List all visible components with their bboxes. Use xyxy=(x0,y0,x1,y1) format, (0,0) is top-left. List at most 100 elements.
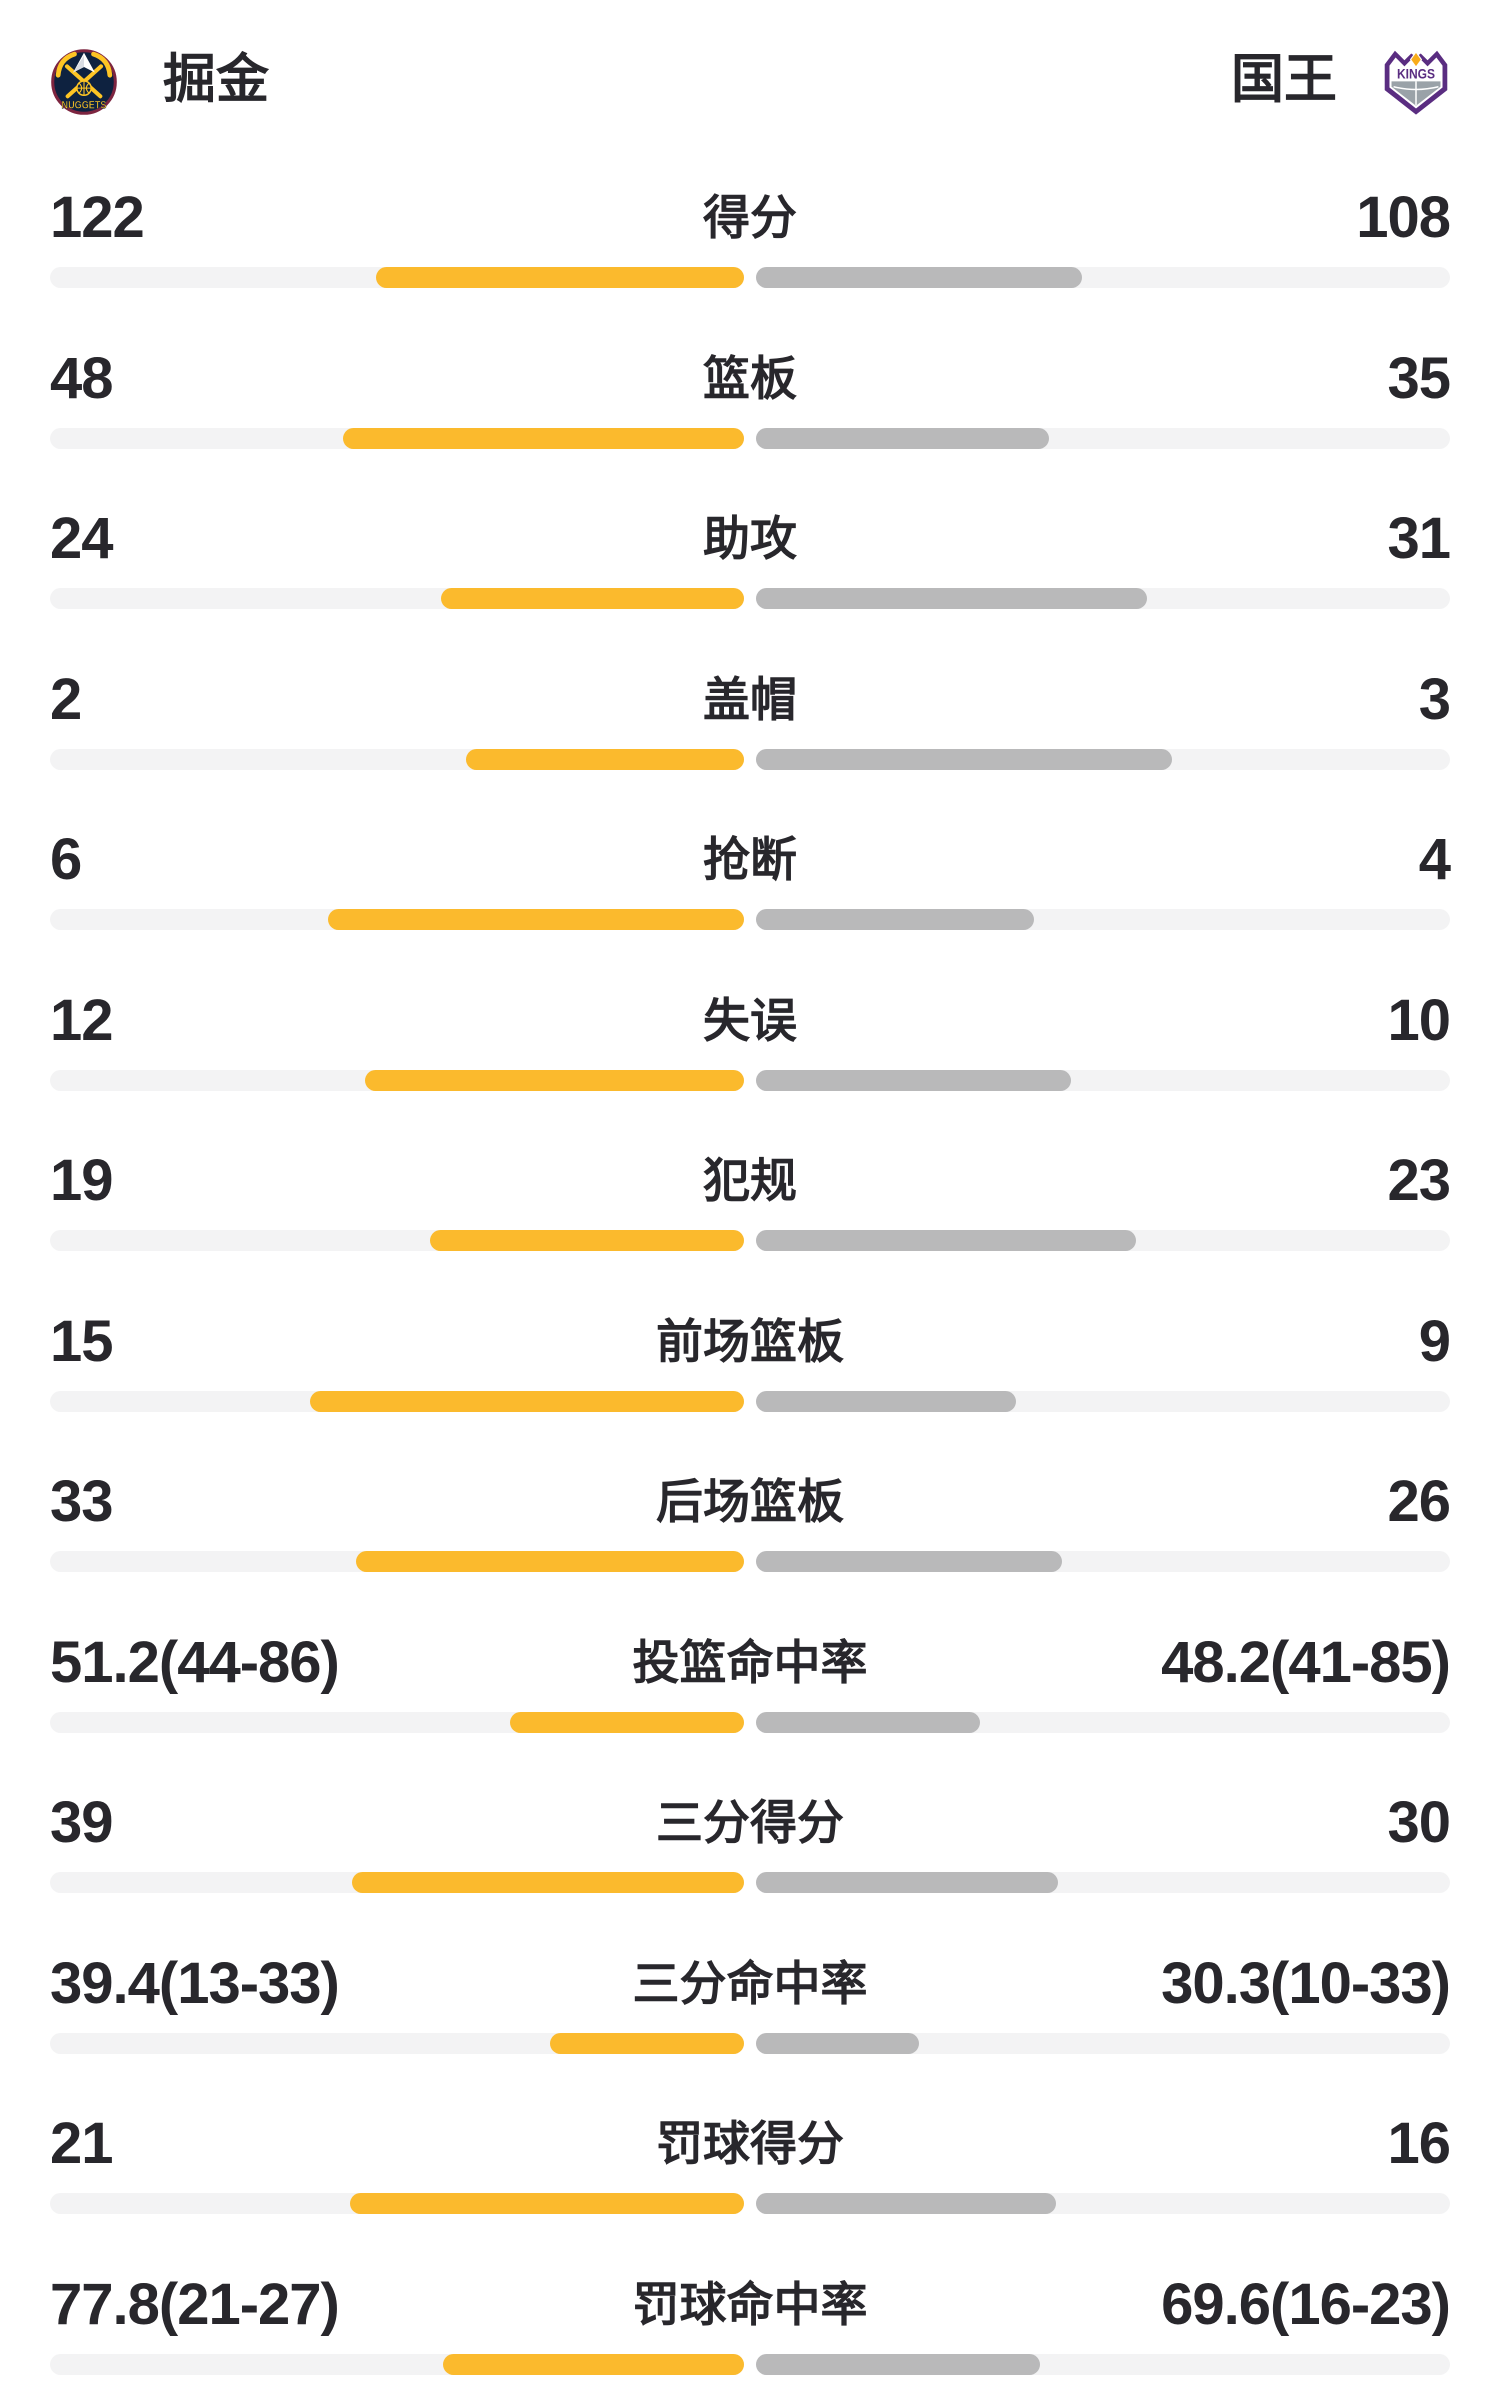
stat-bar xyxy=(50,1069,1450,1091)
stat-bar xyxy=(50,748,1450,770)
home-stat-value: 48 xyxy=(50,345,114,411)
away-stat-value: 31 xyxy=(1387,506,1451,571)
home-stat-value: 51.2(44-86) xyxy=(50,1629,340,1695)
away-bar-fill xyxy=(756,1551,1062,1572)
stat-bar xyxy=(50,2353,1450,2375)
home-bar-fill xyxy=(466,748,744,770)
away-bar-fill xyxy=(756,2353,1040,2375)
home-bar-fill xyxy=(510,1711,744,1733)
away-stat-value: 3 xyxy=(1418,666,1451,732)
home-bar-fill xyxy=(441,588,744,609)
away-bar-fill xyxy=(756,909,1034,930)
away-team-name: 国王 xyxy=(1231,50,1337,109)
home-stat-value: 122 xyxy=(50,185,145,250)
scoreboard-header: NUGGETS 掘金 国王 KINGS xyxy=(0,0,1500,120)
away-bar-fill xyxy=(756,267,1082,288)
home-stat-value: 39 xyxy=(50,1790,114,1855)
away-bar-fill xyxy=(756,427,1049,449)
home-bar-fill xyxy=(550,2032,744,2054)
away-bar-fill xyxy=(756,1711,980,1733)
away-team: 国王 KINGS xyxy=(1231,44,1450,120)
svg-text:NUGGETS: NUGGETS xyxy=(62,100,107,112)
away-stat-value: 4 xyxy=(1418,827,1451,892)
stat-label: 投篮命中率 xyxy=(632,1635,868,1689)
away-bar-fill xyxy=(756,1230,1136,1251)
away-bar-fill xyxy=(756,1872,1058,1893)
stat-row: 122 得分 108 xyxy=(50,185,1451,351)
home-bar-fill xyxy=(376,267,744,288)
stat-bar xyxy=(50,2193,1450,2214)
stat-row: 2 盖帽 3 xyxy=(50,667,1451,833)
stat-row: 24 助攻 31 xyxy=(50,506,1451,672)
stat-row: 48 篮板 35 xyxy=(50,346,1451,512)
stat-row: 51.2(44-86) 投篮命中率 48.2(41-85) xyxy=(50,1630,1451,1796)
away-bar-fill xyxy=(756,2032,919,2054)
home-team-name: 掘金 xyxy=(163,50,269,109)
stat-label: 罚球命中率 xyxy=(632,2277,868,2331)
stat-label: 盖帽 xyxy=(703,672,797,726)
stat-row: 15 前场篮板 9 xyxy=(50,1309,1451,1475)
stat-label: 失误 xyxy=(703,993,797,1047)
away-stat-value: 35 xyxy=(1387,345,1451,411)
away-bar-track xyxy=(756,2032,1450,2054)
home-stat-value: 2 xyxy=(50,666,82,732)
home-stat-value: 39.4(13-33) xyxy=(50,1950,340,2016)
home-bar-fill xyxy=(356,1551,744,1572)
stat-label: 后场篮板 xyxy=(656,1475,844,1528)
home-stat-value: 6 xyxy=(50,827,82,892)
stat-bar xyxy=(50,2032,1450,2054)
stat-bar xyxy=(50,427,1450,449)
svg-text:KINGS: KINGS xyxy=(1397,67,1435,82)
home-stat-value: 24 xyxy=(50,506,114,571)
stat-row: 77.8(21-27) 罚球命中率 69.6(16-23) xyxy=(50,2272,1451,2400)
stat-label: 前场篮板 xyxy=(656,1314,844,1368)
stat-label: 抢断 xyxy=(703,833,797,886)
home-stat-value: 19 xyxy=(50,1148,114,1213)
home-bar-fill xyxy=(343,427,744,449)
stat-bar xyxy=(50,1230,1450,1251)
home-stat-value: 33 xyxy=(50,1469,114,1534)
home-bar-fill xyxy=(430,1230,744,1251)
away-bar-fill xyxy=(756,748,1172,770)
home-bar-fill xyxy=(443,2353,744,2375)
stat-label: 三分命中率 xyxy=(632,1956,868,2010)
home-stat-value: 77.8(21-27) xyxy=(50,2271,340,2337)
away-stat-value: 48.2(41-85) xyxy=(1161,1629,1451,1695)
stat-row: 39 三分得分 30 xyxy=(50,1790,1451,1956)
home-bar-fill xyxy=(365,1069,744,1091)
stat-bar xyxy=(50,1390,1450,1412)
away-stat-value: 10 xyxy=(1387,987,1451,1053)
stat-row: 12 失误 10 xyxy=(50,988,1451,1154)
stat-label: 罚球得分 xyxy=(656,2117,844,2170)
stat-row: 21 罚球得分 16 xyxy=(50,2111,1451,2277)
away-stat-value: 30.3(10-33) xyxy=(1161,1950,1451,2016)
stat-bar xyxy=(50,1711,1450,1733)
stat-row: 39.4(13-33) 三分命中率 30.3(10-33) xyxy=(50,1951,1451,2117)
home-stat-value: 21 xyxy=(50,2111,114,2176)
home-stat-value: 15 xyxy=(50,1308,114,1374)
stat-label: 篮板 xyxy=(703,351,797,405)
home-team: NUGGETS 掘金 xyxy=(50,44,269,120)
nuggets-logo: NUGGETS xyxy=(51,49,117,115)
away-bar-fill xyxy=(756,588,1147,609)
stat-label: 助攻 xyxy=(703,512,797,565)
away-bar-fill xyxy=(756,1069,1071,1091)
away-stat-value: 108 xyxy=(1356,185,1451,250)
home-bar-fill xyxy=(310,1390,744,1412)
stat-bar xyxy=(50,1551,1450,1572)
away-stat-value: 16 xyxy=(1387,2111,1451,2176)
home-bar-fill xyxy=(352,1872,744,1893)
stat-row: 19 犯规 23 xyxy=(50,1148,1451,1314)
away-stat-value: 23 xyxy=(1387,1148,1451,1213)
away-stat-value: 69.6(16-23) xyxy=(1161,2271,1451,2337)
stat-label: 得分 xyxy=(703,191,797,244)
stat-bar xyxy=(50,267,1450,288)
away-stat-value: 26 xyxy=(1387,1469,1451,1534)
stat-row: 33 后场篮板 26 xyxy=(50,1469,1451,1635)
away-stat-value: 30 xyxy=(1387,1790,1451,1855)
stat-row: 6 抢断 4 xyxy=(50,827,1451,993)
stat-bar xyxy=(50,588,1450,609)
stat-label: 三分得分 xyxy=(656,1796,844,1849)
away-stat-value: 9 xyxy=(1418,1308,1451,1374)
stat-label: 犯规 xyxy=(703,1154,797,1207)
